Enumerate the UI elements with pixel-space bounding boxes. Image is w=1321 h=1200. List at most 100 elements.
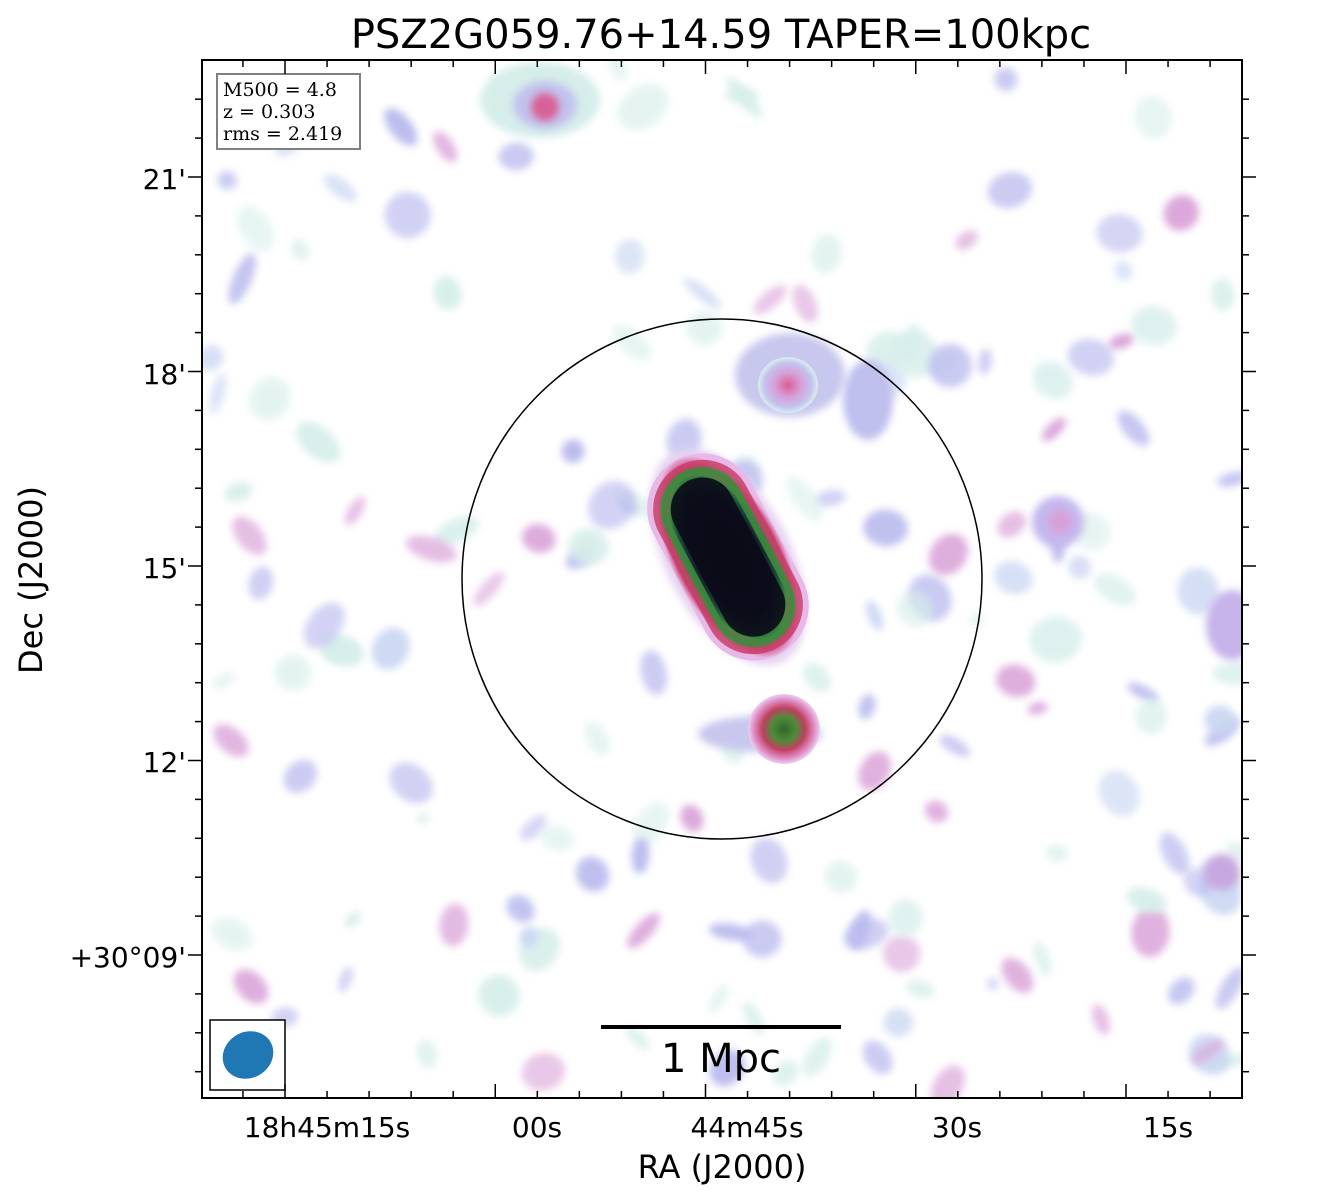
noise-blob	[863, 509, 908, 547]
noise-blob	[1127, 682, 1159, 703]
noise-blob	[1068, 555, 1092, 580]
noise-blob	[224, 481, 253, 502]
noise-blob	[986, 977, 999, 990]
noise-blob	[575, 856, 610, 892]
noise-blob	[742, 920, 782, 958]
noise-blob	[1094, 573, 1136, 606]
noise-blob	[955, 230, 978, 250]
x-tick-label: 15s	[1143, 1111, 1193, 1144]
noise-blob	[896, 591, 934, 627]
noise-blob	[344, 496, 366, 526]
noise-blob	[1212, 662, 1242, 686]
noise-blob	[996, 664, 1036, 698]
noise-blob	[1225, 841, 1242, 862]
y-tick-label: 12'	[143, 746, 186, 779]
noise-blob	[865, 331, 911, 366]
noise-blob	[439, 903, 469, 947]
noise-blob	[1108, 333, 1135, 350]
noise-blob	[1134, 96, 1172, 139]
noise-blob	[211, 917, 253, 951]
noise-blob	[1130, 305, 1177, 346]
noise-blob	[1215, 966, 1242, 1010]
noise-blob	[212, 672, 236, 690]
noise-blob	[344, 911, 361, 928]
x-tick-label: 18h45m15s	[244, 1111, 411, 1144]
x-tick-label: 30s	[932, 1111, 982, 1144]
beam-indicator	[209, 1019, 286, 1091]
noise-blob	[473, 571, 505, 607]
noise-blob	[843, 918, 889, 950]
noise-blob	[772, 1060, 799, 1087]
noise-blob	[631, 837, 650, 874]
noise-blob	[519, 925, 539, 948]
scalebar-label: 1 Mpc	[661, 1036, 781, 1082]
noise-blob	[1131, 906, 1170, 958]
noise-blob	[969, 613, 986, 628]
noise-blob	[338, 966, 353, 993]
noise-blob	[498, 142, 534, 171]
noise-blob	[371, 627, 410, 670]
noise-blob	[506, 895, 535, 923]
noise-blob	[283, 759, 318, 794]
y-tick-label: +30°09'	[70, 941, 186, 974]
noise-blob	[521, 523, 556, 553]
noise-blob	[708, 923, 753, 941]
noise-blob	[883, 935, 921, 973]
noise-blob	[683, 277, 722, 310]
noise-blob	[249, 377, 291, 421]
noise-blob	[987, 171, 1033, 209]
noise-blob	[1163, 194, 1199, 232]
noise-blob	[478, 974, 521, 1017]
noise-blob	[632, 801, 670, 847]
noise-blob	[1032, 361, 1073, 400]
noise-blob	[993, 560, 1033, 595]
noise-blob	[1211, 278, 1235, 312]
noise-blob	[1096, 213, 1143, 253]
noise-blob	[217, 171, 238, 190]
noise-blob	[521, 1052, 566, 1091]
noise-blob	[1029, 616, 1082, 663]
info-box: M500 = 4.8 z = 0.303 rms = 2.419	[216, 73, 361, 150]
noise-blob	[416, 1039, 438, 1068]
noise-blob	[384, 108, 418, 146]
noise-blob	[213, 723, 249, 758]
noise-blob	[389, 762, 433, 804]
noise-blob	[606, 60, 627, 82]
noise-blob	[724, 87, 760, 104]
noise-blob	[978, 348, 992, 375]
noise-blob	[994, 67, 1018, 92]
noise-blob	[296, 421, 341, 463]
noise-blob	[291, 239, 310, 261]
central-elongated-source	[647, 448, 809, 666]
noise-blob	[1204, 705, 1237, 736]
source-east	[1032, 496, 1242, 890]
noise-blob	[924, 800, 949, 823]
noise-blob	[865, 600, 884, 631]
noise-blob	[384, 191, 431, 239]
noise-blob	[433, 131, 458, 163]
noise-blob	[1159, 832, 1190, 875]
noise-blob	[858, 751, 891, 791]
noise-blob	[202, 344, 224, 372]
southern-compact-source	[698, 694, 822, 764]
y-tick-label: 15'	[143, 552, 186, 585]
noise-blob	[1126, 887, 1167, 914]
noise-blob	[584, 721, 610, 755]
aperture-circle	[461, 318, 983, 840]
noise-blob	[433, 276, 462, 310]
noise-blob	[928, 343, 972, 388]
noise-blob	[862, 1040, 893, 1075]
noise-blob	[617, 83, 669, 131]
axis-ticks	[188, 60, 1256, 1098]
noise-blob	[1033, 941, 1052, 977]
noise-blob	[228, 253, 257, 305]
noise-blob	[416, 812, 429, 825]
noise-blob	[680, 804, 704, 832]
noise-blob	[232, 516, 267, 556]
noise-blob	[709, 1049, 745, 1087]
noise-blob	[625, 1026, 650, 1051]
noise-blob	[815, 489, 846, 507]
noise-blob	[1190, 1039, 1225, 1065]
noise-blob	[614, 239, 645, 274]
